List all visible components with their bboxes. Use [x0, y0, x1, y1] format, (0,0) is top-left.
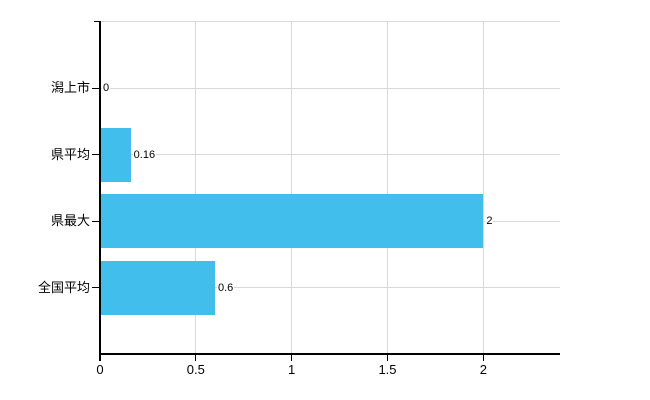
- x-axis-tick-label: 0: [96, 362, 104, 377]
- bar: [101, 194, 484, 249]
- y-axis-label: 県最大: [50, 213, 90, 229]
- y-axis-line: [99, 21, 101, 361]
- y-axis-tick: [92, 287, 100, 289]
- y-gridline: [101, 154, 560, 156]
- y-axis-label: 潟上市: [50, 80, 90, 96]
- y-axis-top-tick: [94, 21, 100, 22]
- x-axis-tick-label: 2: [479, 362, 487, 377]
- bar-value-label: 0: [102, 81, 111, 96]
- y-axis-tick: [92, 87, 100, 89]
- x-gridline: [387, 22, 388, 353]
- y-axis-tick: [92, 154, 100, 156]
- y-axis-label: 全国平均: [37, 279, 90, 295]
- x-axis-tick: [387, 355, 388, 361]
- bar: [101, 127, 131, 182]
- x-gridline: [482, 22, 484, 353]
- x-axis-tick-label: 1: [288, 362, 296, 377]
- x-gridline: [195, 22, 197, 353]
- x-axis-tick-label: 0.5: [186, 362, 205, 377]
- x-axis-tick: [195, 355, 197, 361]
- y-axis-tick: [92, 220, 100, 222]
- y-gridline: [101, 87, 560, 89]
- bar-value-label: 0.6: [217, 280, 235, 295]
- x-axis-line: [99, 353, 560, 355]
- y-gridline: [101, 287, 560, 289]
- x-axis-tick: [291, 355, 293, 361]
- x-axis-tick: [482, 355, 484, 361]
- bar-value-label: 2: [485, 214, 494, 229]
- y-axis-label: 県平均: [50, 146, 90, 162]
- x-axis-tick-label: 1.5: [378, 362, 397, 377]
- x-gridline: [291, 22, 293, 353]
- bar: [101, 260, 215, 315]
- plot-top-border: [101, 21, 560, 22]
- bar-value-label: 0.16: [132, 147, 157, 162]
